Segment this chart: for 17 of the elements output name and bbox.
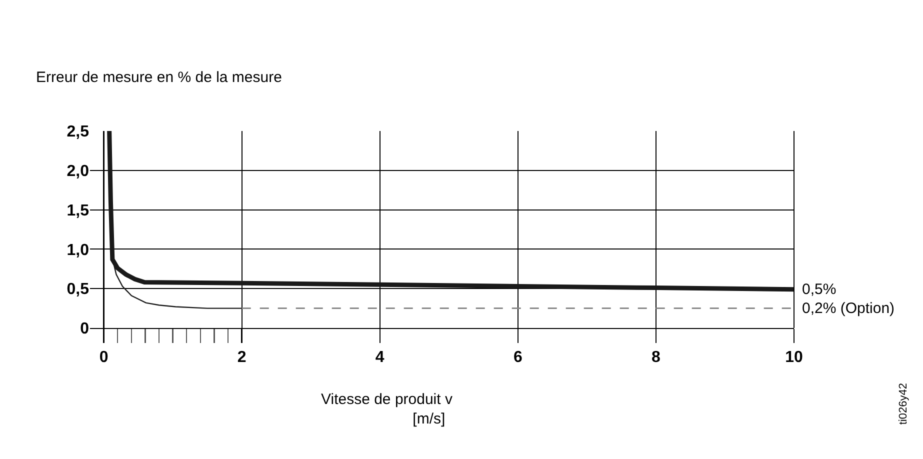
x-tick-label: 2: [237, 349, 246, 366]
y-tick-label: 1,5: [66, 202, 90, 220]
y-tick-label: 2,5: [66, 124, 90, 141]
y-tick-label: 0: [80, 320, 90, 338]
x-tick-label: 6: [513, 349, 522, 366]
x-tick-label: 0: [99, 349, 108, 366]
x-tick-label: 10: [785, 349, 803, 366]
x-tick-label: 8: [652, 349, 661, 366]
y-tick-label: 0,5: [66, 281, 90, 298]
annotation: 0,2% (Option): [802, 300, 895, 317]
y-tick-label: 1,0: [66, 242, 90, 259]
y-axis-title: Erreur de mesure en % de la mesure: [36, 69, 282, 86]
text: ti026y42: [898, 383, 910, 425]
annotation: 0,5%: [802, 281, 836, 298]
y-tick-label: 2,0: [66, 163, 90, 180]
x-axis-title: Vitesse de produit v [m/s]: [321, 391, 453, 428]
x-tick-label: 4: [375, 349, 384, 366]
